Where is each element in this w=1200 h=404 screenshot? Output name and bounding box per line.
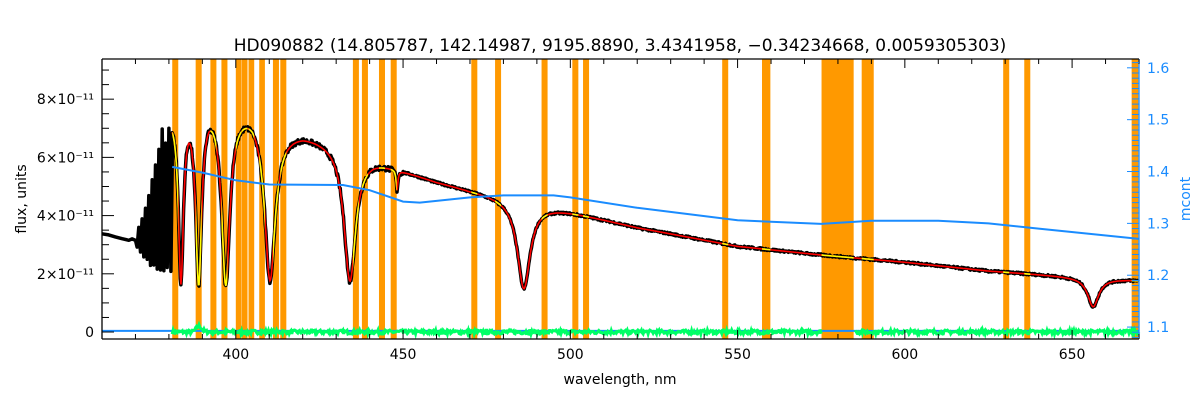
series-group bbox=[101, 125, 1141, 340]
mask-band bbox=[821, 59, 854, 339]
mask-band bbox=[722, 59, 729, 339]
y-tick-label: 6×10⁻¹¹ bbox=[37, 150, 94, 166]
mask-band bbox=[495, 59, 502, 339]
model-spectrum-line bbox=[171, 127, 1139, 308]
mask-band bbox=[361, 59, 368, 339]
y2-tick-label: 1.2 bbox=[1147, 268, 1169, 284]
mask-band bbox=[172, 59, 179, 339]
mask-band bbox=[221, 59, 228, 339]
mask-band bbox=[241, 59, 248, 339]
y2-tick-label: 1.1 bbox=[1147, 320, 1169, 336]
x-axis-label: wavelength, nm bbox=[564, 372, 677, 388]
mask-band bbox=[471, 59, 478, 339]
y-tick-label: 0 bbox=[85, 325, 94, 341]
mcont-line bbox=[172, 165, 1140, 240]
mask-band bbox=[280, 59, 287, 339]
residual-line bbox=[853, 324, 1141, 340]
mask-band bbox=[861, 59, 874, 339]
mask-band bbox=[762, 59, 771, 339]
mask-band bbox=[1131, 59, 1139, 339]
mask-band bbox=[1003, 59, 1010, 339]
x-tick-label: 650 bbox=[1059, 347, 1086, 363]
y2-tick-label: 1.3 bbox=[1147, 216, 1169, 232]
y-axis-label: flux, units bbox=[14, 164, 30, 233]
y2-tick-label: 1.4 bbox=[1147, 165, 1169, 181]
mask-band bbox=[541, 59, 548, 339]
mask-band bbox=[1024, 59, 1031, 339]
mask-band bbox=[352, 59, 359, 339]
x-tick-label: 550 bbox=[724, 347, 751, 363]
x-tick-label: 500 bbox=[557, 347, 584, 363]
mask-band bbox=[210, 59, 217, 339]
mask-band bbox=[195, 59, 202, 339]
y-tick-label: 2×10⁻¹¹ bbox=[37, 267, 94, 283]
y2-axis-label: mcont bbox=[1178, 176, 1194, 221]
chart-title: HD090882 (14.805787, 142.14987, 9195.889… bbox=[234, 36, 1007, 56]
axes-group: 400 450 500 550 600 650 0 2×10⁻¹¹ 4×10⁻¹¹ 6×10⁻¹¹… bbox=[37, 58, 1169, 363]
mask-band bbox=[235, 59, 242, 339]
y2-tick-label: 1.5 bbox=[1147, 113, 1169, 129]
x-tick-label: 600 bbox=[891, 347, 918, 363]
mask-band bbox=[248, 59, 255, 339]
y-tick-label: 8×10⁻¹¹ bbox=[37, 92, 94, 108]
x-tick-label: 400 bbox=[222, 347, 249, 363]
y2-tick-label: 1.6 bbox=[1147, 61, 1169, 77]
x-tick-label: 450 bbox=[390, 347, 417, 363]
y-tick-label: 4×10⁻¹¹ bbox=[37, 209, 94, 225]
residual-line bbox=[170, 320, 823, 340]
mask-band bbox=[378, 59, 386, 339]
